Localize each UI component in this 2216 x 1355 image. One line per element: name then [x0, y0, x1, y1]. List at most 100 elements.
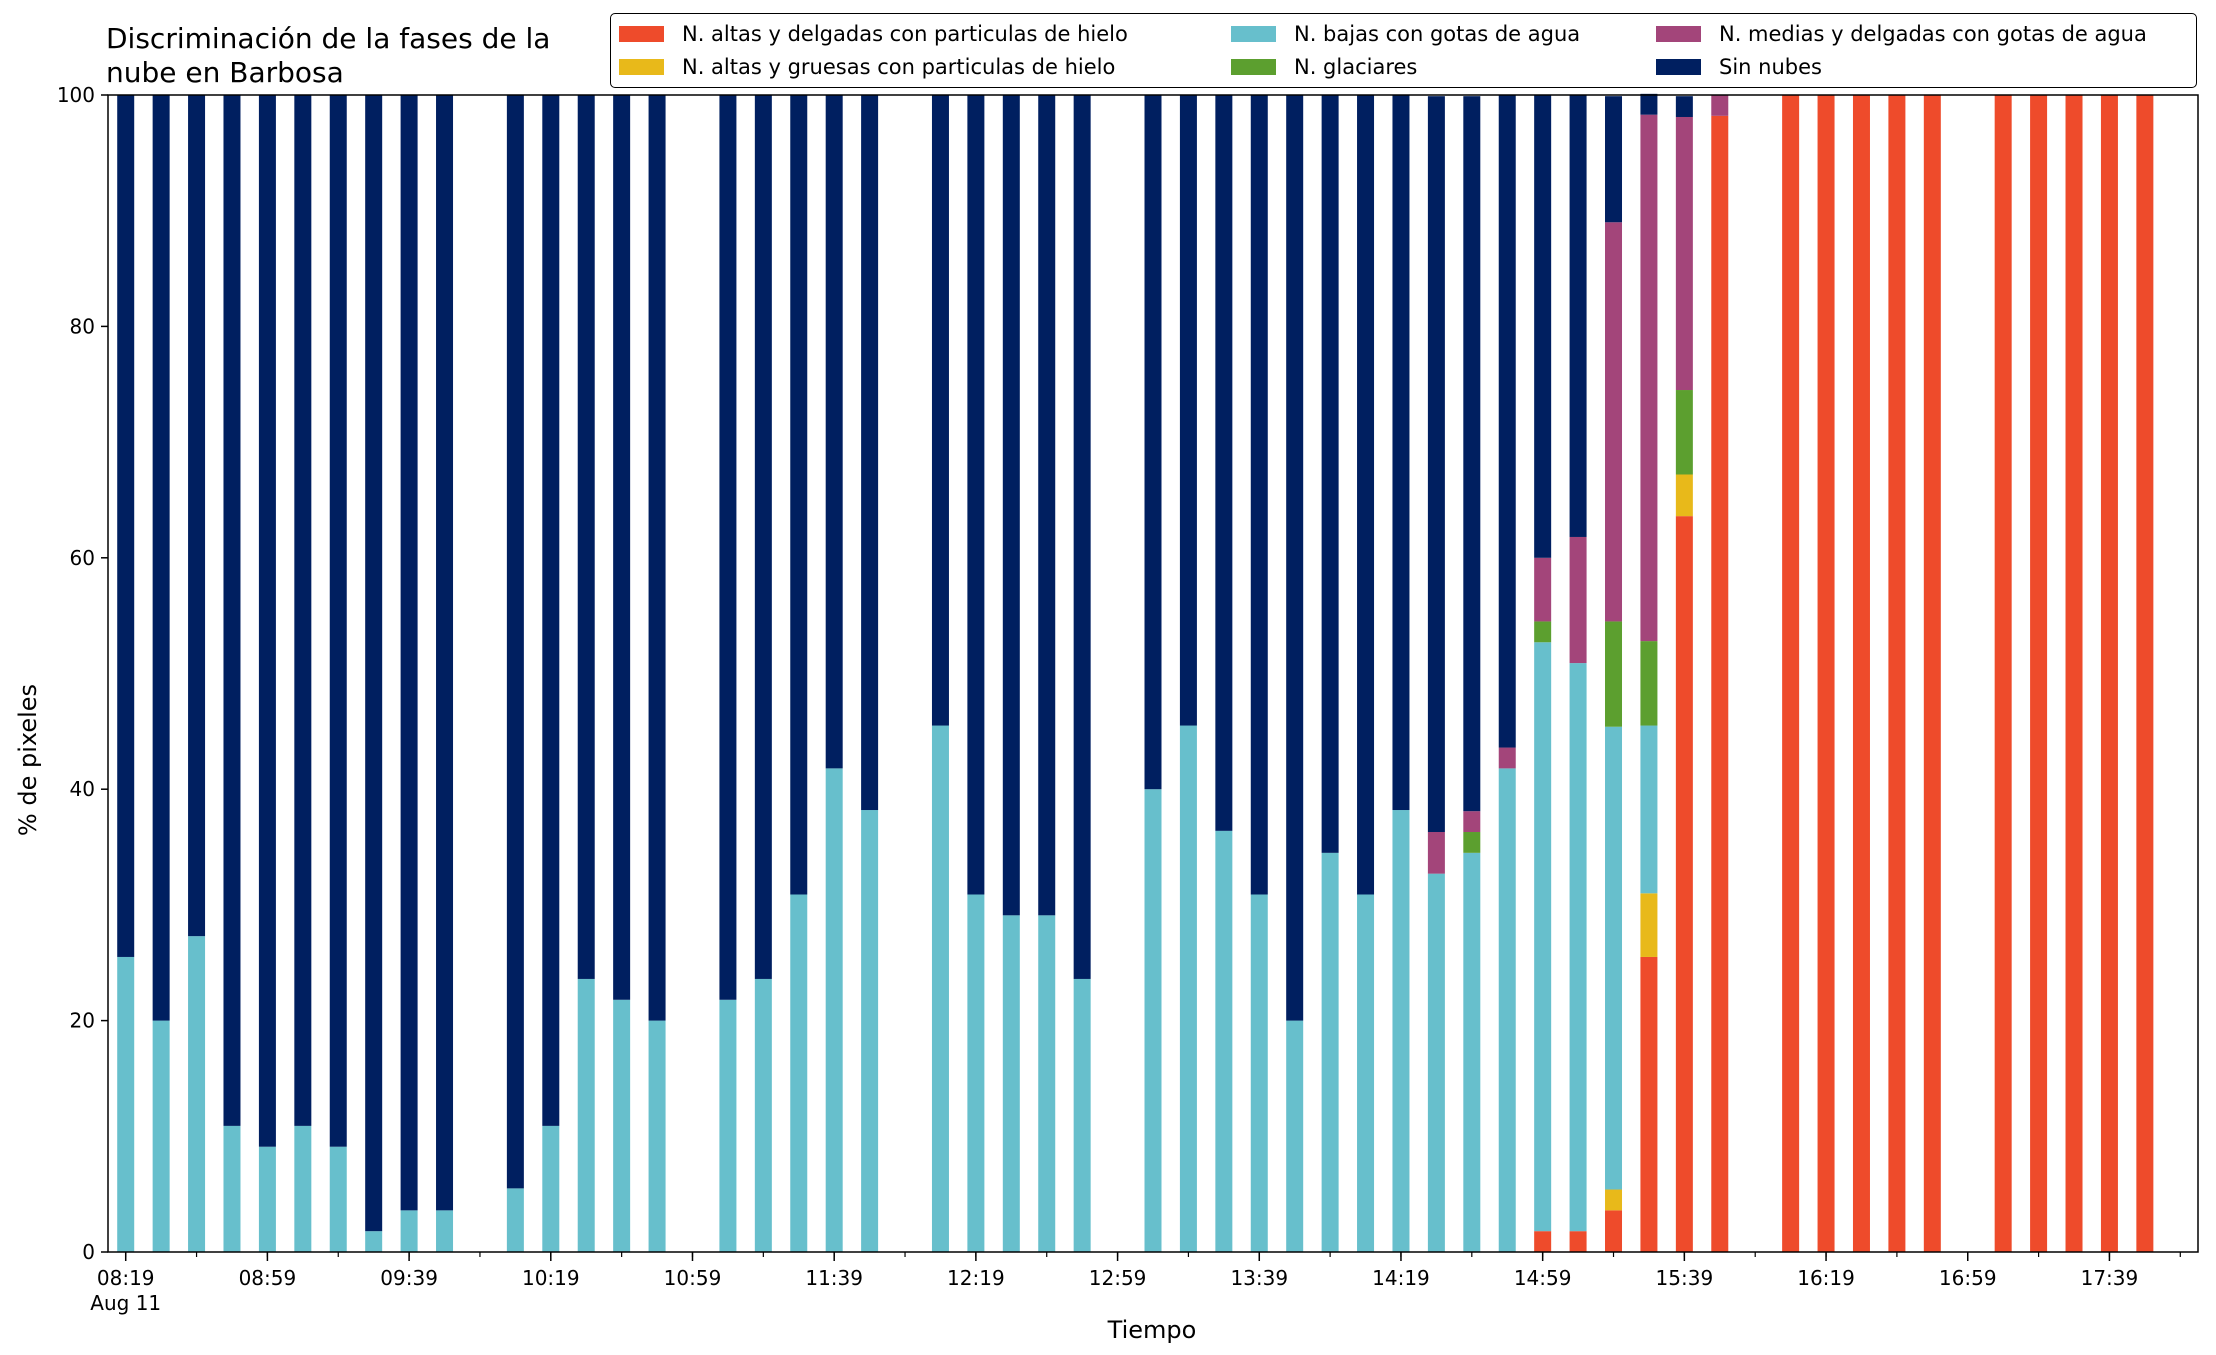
x-tick-label: 08:59 — [239, 1266, 297, 1290]
bar-segment — [506, 1188, 524, 1252]
x-tick-label: 09:39 — [380, 1266, 438, 1290]
bar-segment — [400, 95, 418, 1211]
bar-segment — [1675, 516, 1693, 1252]
bar-segment — [931, 725, 949, 1252]
bar-segment — [436, 1210, 454, 1252]
bar-segment — [1569, 1231, 1587, 1252]
bar-segment — [365, 1231, 383, 1252]
bar-segment — [1427, 832, 1445, 874]
bar-segment — [790, 95, 808, 895]
bar-segment — [1782, 95, 1800, 1252]
x-tick-date-label: Aug 11 — [90, 1291, 161, 1315]
bar-segment — [1215, 95, 1233, 831]
legend-label: N. altas y gruesas con particulas de hie… — [682, 55, 1116, 79]
bar-segment — [1640, 641, 1658, 726]
bar-segment — [1569, 95, 1587, 537]
bar-segment — [1250, 894, 1268, 1252]
bar-segment — [1605, 222, 1623, 622]
bar-segment — [294, 95, 312, 1126]
chart-title-line-1: Discriminación de la fases de la — [106, 22, 551, 55]
bar-segment — [1357, 894, 1375, 1252]
bar-segment — [1498, 747, 1516, 769]
bar-segment — [1640, 956, 1658, 1252]
bar-segment — [1852, 95, 1870, 1252]
bar-segment — [1002, 95, 1020, 916]
bar-segment — [1605, 726, 1623, 1190]
legend-label: N. altas y delgadas con particulas de hi… — [682, 22, 1128, 46]
bars-layer — [117, 93, 2154, 1253]
bar-segment — [1179, 725, 1197, 1252]
bar-segment — [542, 95, 560, 1126]
bar-segment — [931, 95, 949, 726]
bar-segment — [1640, 893, 1658, 957]
bar-segment — [1392, 810, 1410, 1252]
x-axis-label: Tiempo — [1107, 1316, 1197, 1344]
bar-segment — [1711, 115, 1729, 1253]
bar-segment — [400, 1210, 418, 1252]
bar-segment — [754, 978, 772, 1252]
bar-segment — [1534, 642, 1552, 1232]
legend: N. altas y delgadas con particulas de hi… — [610, 13, 2197, 88]
bar-segment — [1427, 873, 1445, 1252]
bar-segment — [1569, 536, 1587, 664]
x-tick-label: 17:39 — [2081, 1266, 2139, 1290]
bar-segment — [1321, 95, 1339, 853]
bar-segment — [1534, 557, 1552, 622]
bar-segment — [1498, 768, 1516, 1252]
x-tick-label: 14:19 — [1372, 1266, 1430, 1290]
bar-segment — [2065, 95, 2083, 1252]
x-tick-label: 11:39 — [805, 1266, 863, 1290]
bar-segment — [861, 95, 879, 811]
bar-segment — [2030, 95, 2048, 1252]
bar-segment — [825, 768, 843, 1252]
bar-segment — [1038, 915, 1056, 1252]
bar-segment — [613, 95, 631, 1000]
bar-segment — [329, 1146, 347, 1252]
bar-segment — [754, 95, 772, 979]
y-tick-label: 80 — [70, 314, 95, 338]
bar-segment — [1640, 114, 1658, 642]
bar-segment — [1427, 96, 1445, 833]
bar-segment — [1002, 915, 1020, 1252]
bar-segment — [1073, 978, 1091, 1252]
bar-segment — [223, 1125, 241, 1252]
legend-item-medias-delgadas: N. medias y delgadas con gotas de agua — [1656, 19, 2147, 49]
legend-swatch — [619, 26, 664, 42]
y-tick-label: 0 — [82, 1240, 95, 1264]
legend-item-altas-gruesas: N. altas y gruesas con particulas de hie… — [619, 52, 1115, 82]
bar-segment — [1073, 95, 1091, 979]
bar-segment — [152, 1020, 170, 1252]
bar-segment — [506, 95, 524, 1189]
y-tick-label: 100 — [57, 83, 95, 107]
chart-title-line-2: nube en Barbosa — [106, 56, 344, 89]
bar-segment — [1569, 663, 1587, 1232]
bar-segment — [577, 978, 595, 1252]
bar-segment — [1534, 95, 1552, 558]
bar-segment — [223, 95, 241, 1126]
bar-segment — [152, 95, 170, 1021]
legend-swatch — [619, 59, 664, 75]
x-tick-label: 10:59 — [664, 1266, 722, 1290]
bar-segment — [825, 95, 843, 769]
x-tick-label: 12:19 — [947, 1266, 1005, 1290]
legend-item-bajas-gotas: N. bajas con gotas de agua — [1231, 19, 1580, 49]
bar-segment — [258, 95, 276, 1147]
legend-item-altas-delgadas: N. altas y delgadas con particulas de hi… — [619, 19, 1128, 49]
bar-segment — [188, 95, 206, 937]
bar-segment — [648, 1020, 666, 1252]
legend-item-glaciares: N. glaciares — [1231, 52, 1417, 82]
bar-segment — [436, 95, 454, 1211]
y-tick-label: 60 — [70, 546, 95, 570]
legend-swatch — [1231, 26, 1276, 42]
x-tick-label: 10:19 — [522, 1266, 580, 1290]
bar-segment — [1994, 95, 2012, 1252]
legend-label: N. glaciares — [1294, 55, 1418, 79]
bar-segment — [542, 1125, 560, 1252]
bar-segment — [1675, 474, 1693, 517]
bar-segment — [1605, 96, 1623, 223]
bar-segment — [1534, 1231, 1552, 1252]
bar-segment — [2100, 95, 2118, 1252]
bar-segment — [1534, 621, 1552, 643]
bar-segment — [613, 999, 631, 1252]
